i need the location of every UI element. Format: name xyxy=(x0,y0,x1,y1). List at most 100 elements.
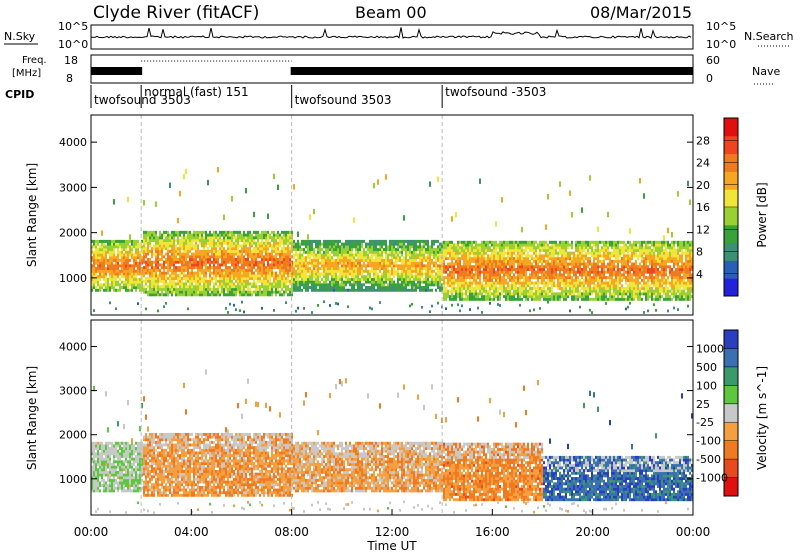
heatmap-cell xyxy=(131,269,133,273)
heatmap-cell xyxy=(223,233,225,237)
heatmap-cell xyxy=(111,269,113,273)
heatmap-cell xyxy=(221,268,223,272)
heatmap-cell xyxy=(217,241,219,245)
heatmap-cell xyxy=(191,252,193,256)
heatmap-cell xyxy=(551,273,553,277)
heatmap-cell xyxy=(341,253,343,257)
heatmap-cell xyxy=(377,250,379,254)
heatmap-cell xyxy=(373,182,375,189)
heatmap-cell xyxy=(435,264,437,268)
heatmap-cell xyxy=(191,263,193,267)
heatmap-cell xyxy=(547,297,549,301)
heatmap-cell xyxy=(419,286,421,290)
heatmap-cell xyxy=(185,274,187,278)
heatmap-cell xyxy=(141,250,143,254)
heatmap-cell xyxy=(525,262,527,266)
heatmap-cell xyxy=(275,247,277,251)
heatmap-cell xyxy=(453,281,455,285)
heatmap-cell xyxy=(373,239,375,243)
heatmap-cell xyxy=(125,250,127,254)
heatmap-cell xyxy=(475,257,477,261)
heatmap-cell xyxy=(473,286,475,290)
heatmap-cell xyxy=(339,258,341,262)
heatmap-cell xyxy=(237,290,239,294)
heatmap-cell xyxy=(593,251,595,255)
heatmap-cell xyxy=(215,287,217,291)
heatmap-cell xyxy=(251,252,253,256)
heatmap-cell xyxy=(315,245,317,249)
heatmap-cell xyxy=(221,274,223,278)
heatmap-cell xyxy=(133,258,135,262)
heatmap-cell xyxy=(357,272,359,276)
heatmap-cell xyxy=(105,253,107,257)
heatmap-cell xyxy=(481,259,483,263)
heatmap-cell xyxy=(489,273,491,277)
heatmap-cell xyxy=(581,267,583,271)
heatmap-cell xyxy=(159,252,161,256)
heatmap-cell xyxy=(243,266,245,270)
heatmap-cell xyxy=(515,281,517,285)
heatmap-cell xyxy=(233,274,235,278)
heatmap-cell xyxy=(275,271,277,275)
heatmap-cell xyxy=(501,276,503,280)
heatmap-cell xyxy=(95,242,97,246)
heatmap-cell xyxy=(323,286,325,290)
heatmap-cell xyxy=(547,278,549,282)
heatmap-cell xyxy=(517,281,519,285)
heatmap-cell xyxy=(245,293,247,297)
heatmap-cell xyxy=(105,261,107,265)
heatmap-cell xyxy=(477,262,479,266)
heatmap-cell xyxy=(435,250,437,254)
heatmap-cell xyxy=(215,293,217,297)
heatmap-cell xyxy=(525,284,527,288)
heatmap-cell xyxy=(549,246,551,250)
heatmap-cell xyxy=(361,288,363,292)
heatmap-cell xyxy=(495,248,497,252)
heatmap-cell xyxy=(601,246,603,250)
heatmap-cell xyxy=(559,273,561,277)
heatmap-cell xyxy=(267,263,269,267)
heatmap-cell xyxy=(197,238,199,242)
heatmap-cell xyxy=(293,264,295,268)
heatmap-cell xyxy=(177,260,179,264)
heatmap-cell xyxy=(297,261,299,265)
heatmap-cell xyxy=(171,271,173,275)
heatmap-cell xyxy=(601,286,603,290)
heatmap-cell xyxy=(563,278,565,282)
heatmap-cell xyxy=(475,281,477,285)
heatmap-cell xyxy=(599,254,601,258)
heatmap-cell xyxy=(199,255,201,259)
heatmap-cell xyxy=(499,257,501,261)
heatmap-cell xyxy=(601,273,603,277)
heatmap-cell xyxy=(203,276,205,281)
heatmap-cell xyxy=(279,279,281,283)
heatmap-cell xyxy=(221,257,223,262)
heatmap-cell xyxy=(305,269,307,273)
heatmap-cell xyxy=(367,253,369,257)
heatmap-cell xyxy=(599,284,601,288)
heatmap-cell xyxy=(445,267,447,271)
heatmap-cell xyxy=(175,233,177,237)
heatmap-cell xyxy=(277,279,279,283)
heatmap-cell xyxy=(119,250,121,254)
heatmap-cell xyxy=(451,278,453,282)
heatmap-cell xyxy=(335,269,337,273)
heatmap-cell xyxy=(263,233,265,237)
heatmap-cell xyxy=(189,279,191,283)
heatmap-cell xyxy=(153,230,155,234)
heatmap-cell xyxy=(273,247,275,251)
heatmap-cell xyxy=(471,289,473,293)
heatmap-cell xyxy=(155,255,157,259)
heatmap-cell xyxy=(143,285,145,289)
heatmap-cell xyxy=(527,257,529,261)
heatmap-cell xyxy=(413,261,415,265)
heatmap-cell xyxy=(181,260,183,264)
heatmap-cell xyxy=(497,246,499,250)
heatmap-cell xyxy=(133,275,135,279)
heatmap-cell xyxy=(287,293,289,297)
heatmap-cell xyxy=(337,267,339,271)
heatmap-cell xyxy=(415,261,417,265)
heatmap-cell xyxy=(355,280,357,284)
heatmap-cell xyxy=(383,286,385,290)
heatmap-cell xyxy=(491,276,493,280)
